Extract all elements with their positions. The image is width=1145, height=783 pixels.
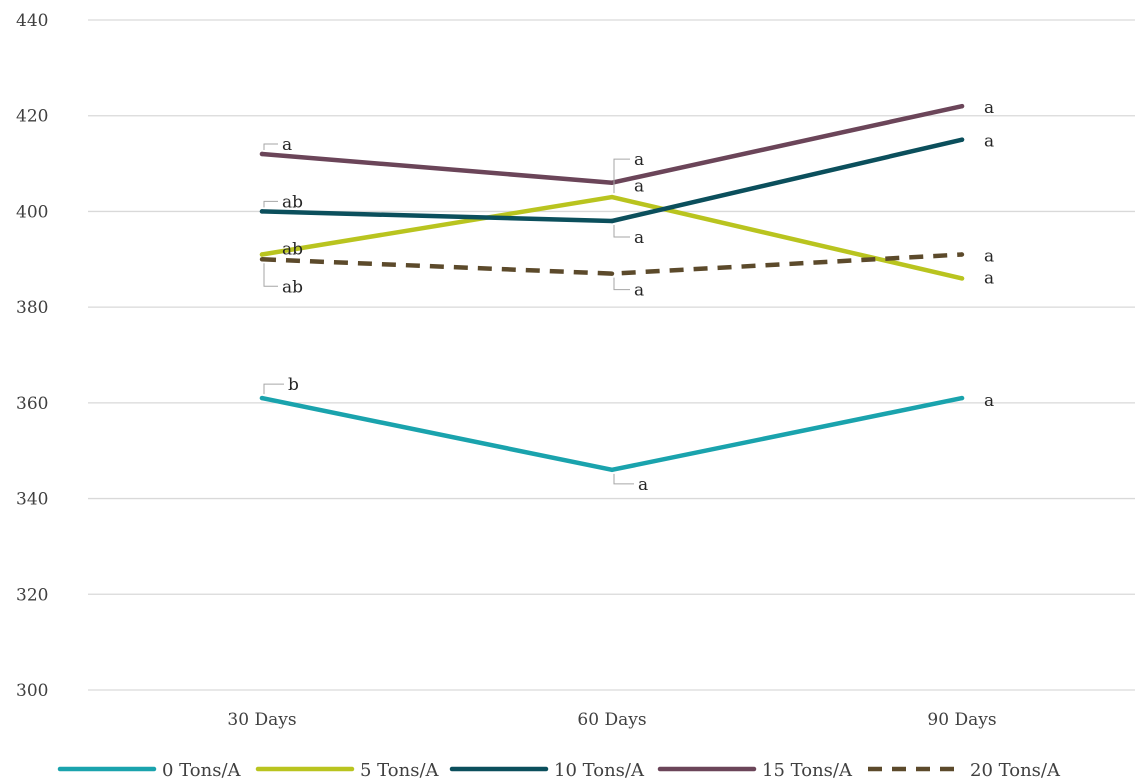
data-point	[959, 276, 965, 281]
data-point	[959, 103, 965, 109]
series-line	[261, 252, 963, 276]
data-point	[609, 194, 615, 200]
data-point	[609, 218, 615, 224]
data-point	[959, 252, 965, 257]
data-point	[609, 180, 615, 185]
label-leader-line	[613, 158, 630, 194]
x-tick-label: 30 Days	[227, 710, 296, 730]
label-leader-line	[263, 383, 284, 395]
y-tick-label: 300	[16, 681, 48, 701]
label-leader-line	[263, 263, 278, 287]
legend-label: 5 Tons/A	[360, 760, 440, 781]
data-label: b	[288, 375, 299, 395]
legend-label: 20 Tons/A	[970, 760, 1061, 781]
data-point	[959, 395, 965, 401]
y-tick-label: 420	[16, 107, 48, 127]
series-line	[259, 103, 965, 185]
label-leader-line	[263, 200, 278, 208]
y-tick-label: 340	[16, 490, 48, 510]
y-tick-label: 400	[16, 202, 48, 222]
y-tick-label: 320	[16, 585, 48, 605]
data-label: a	[984, 391, 994, 411]
series-line	[259, 395, 965, 473]
legend: 0 Tons/A 5 Tons/A 10 Tons/A 15 Tons/A 20 Ton…	[57, 760, 1061, 781]
data-point	[259, 209, 265, 214]
data-point	[259, 151, 265, 157]
label-leader-line	[263, 143, 278, 150]
label-leader-line	[613, 473, 634, 485]
series-lines	[259, 103, 965, 473]
data-label: a	[634, 228, 644, 248]
gridlines	[88, 19, 1135, 691]
data-label: a	[984, 247, 994, 267]
data-point	[259, 395, 265, 401]
data-label: a	[634, 177, 644, 197]
data-label: a	[282, 135, 292, 155]
legend-label: 10 Tons/A	[554, 760, 645, 781]
label-leader-line	[613, 225, 630, 238]
legend-label: 0 Tons/A	[162, 760, 242, 781]
x-tick-label: 90 Days	[927, 710, 996, 730]
data-label: ab	[282, 192, 303, 212]
data-label: a	[638, 475, 648, 495]
data-label: a	[634, 281, 644, 301]
data-label: a	[984, 268, 994, 288]
legend-label: 15 Tons/A	[762, 760, 853, 781]
data-point	[259, 257, 265, 262]
data-point	[609, 467, 615, 473]
series-line	[259, 194, 965, 281]
y-tick-label: 380	[16, 298, 48, 318]
data-label: ab	[282, 240, 303, 260]
data-label: a	[634, 150, 644, 170]
y-tick-label: 440	[16, 11, 48, 31]
label-leader-line	[613, 277, 630, 291]
data-label: a	[984, 98, 994, 118]
x-tick-label: 60 Days	[577, 710, 646, 730]
series-line	[259, 137, 965, 224]
y-tick-label: 360	[16, 394, 48, 414]
x-axis-tick-labels: 30 Days 60 Days 90 Days	[227, 710, 996, 730]
data-point	[609, 271, 615, 276]
data-point	[959, 137, 965, 142]
data-point	[259, 252, 265, 257]
y-axis-tick-labels: 300 320 340 360 380 400 420 440	[16, 11, 48, 701]
data-label: a	[984, 132, 994, 152]
data-label: ab	[282, 277, 303, 297]
